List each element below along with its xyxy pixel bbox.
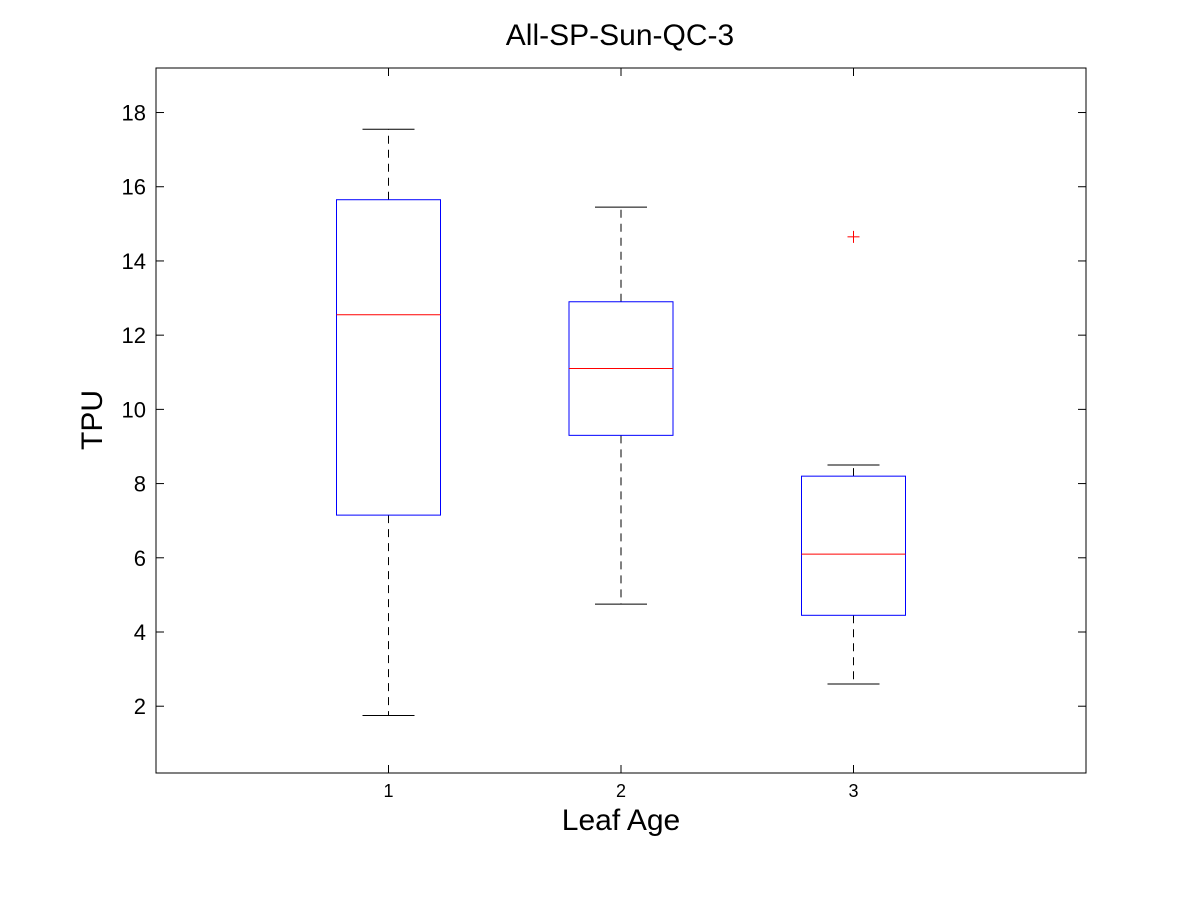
y-tick-label: 10: [122, 397, 146, 422]
y-axis-label: TPU: [76, 390, 109, 450]
chart-title: All-SP-Sun-QC-3: [506, 19, 734, 52]
box-2: [568, 206, 674, 605]
y-tick-label: 2: [134, 694, 146, 719]
x-tick-label: 3: [848, 781, 858, 801]
box-series: [336, 128, 906, 716]
y-tick-label: 18: [122, 101, 146, 126]
y-tick-label: 14: [122, 249, 146, 274]
y-tick-label: 8: [134, 472, 146, 497]
box-1: [336, 128, 441, 716]
y-axis-ticks: 2 4 6 8 10 12 14 16 18: [122, 101, 1086, 719]
x-axis-label: Leaf Age: [562, 804, 680, 837]
y-tick-label: 6: [134, 546, 146, 571]
x-tick-label: 1: [383, 781, 393, 801]
x-axis-ticks: 1 2 3: [383, 68, 859, 801]
x-tick-label: 2: [616, 781, 626, 801]
outlier-marker: [847, 230, 860, 243]
y-tick-label: 16: [122, 175, 146, 200]
y-tick-label: 12: [122, 323, 146, 348]
iqr-box: [801, 475, 906, 616]
y-tick-label: 4: [134, 620, 146, 645]
box-3: [801, 230, 906, 685]
iqr-box: [336, 199, 441, 516]
